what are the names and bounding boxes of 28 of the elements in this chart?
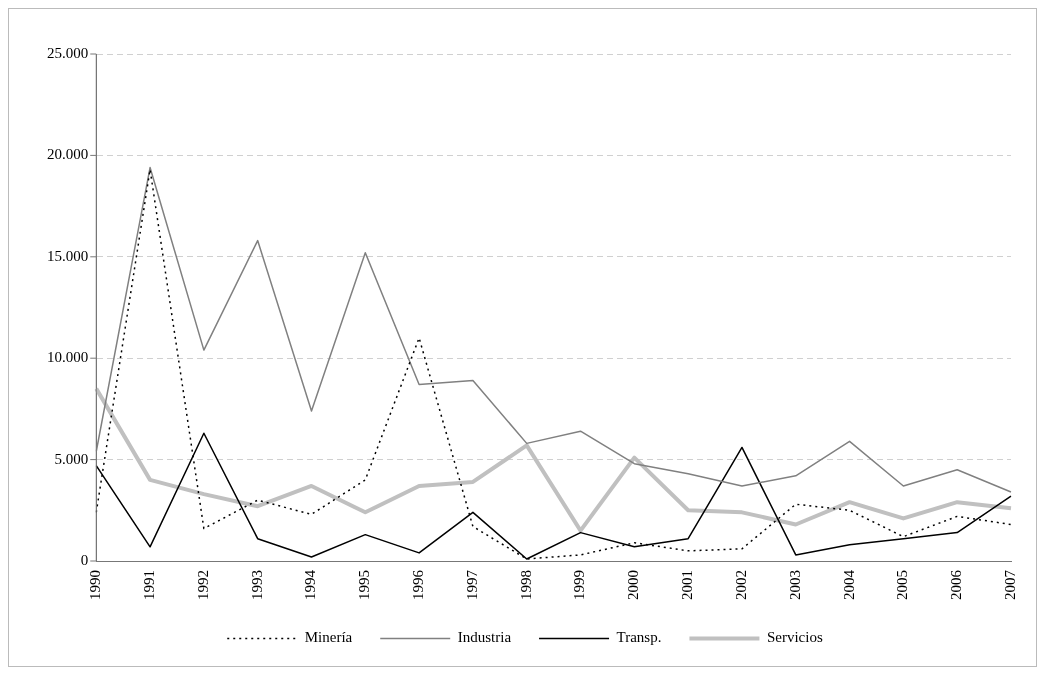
x-tick-label: 2002 [732,570,749,600]
x-tick-label: 1999 [571,570,588,600]
legend-label: Transp. [616,629,662,646]
x-tick-label: 1992 [194,570,211,600]
x-tick-label: 1991 [141,570,157,600]
legend-label: Servicios [766,629,823,646]
y-tick-label: 20.000 [47,146,89,163]
legend-label: Minería [304,629,353,646]
legend-label: Industria [457,629,512,646]
x-tick-label: 1996 [410,569,427,600]
x-tick-label: 1995 [356,570,373,600]
x-tick-label: 2006 [948,569,965,600]
x-tick-label: 2000 [625,570,642,600]
x-tick-label: 2007 [1001,569,1018,600]
y-tick-label: 15.000 [47,247,89,264]
y-tick-label: 25.000 [47,44,89,61]
x-tick-label: 1994 [302,569,319,600]
x-tick-label: 1997 [463,569,480,600]
x-tick-label: 1993 [248,570,265,600]
y-tick-label: 5.000 [54,450,89,467]
x-tick-label: 2003 [786,570,803,600]
x-tick-label: 1990 [87,570,104,600]
y-tick-label: 0 [80,551,89,568]
x-tick-label: 2001 [679,570,696,600]
y-tick-label: 10.000 [47,349,89,366]
x-tick-label: 2005 [894,570,911,600]
x-tick-label: 1998 [517,570,534,600]
x-tick-label: 2004 [840,569,857,600]
